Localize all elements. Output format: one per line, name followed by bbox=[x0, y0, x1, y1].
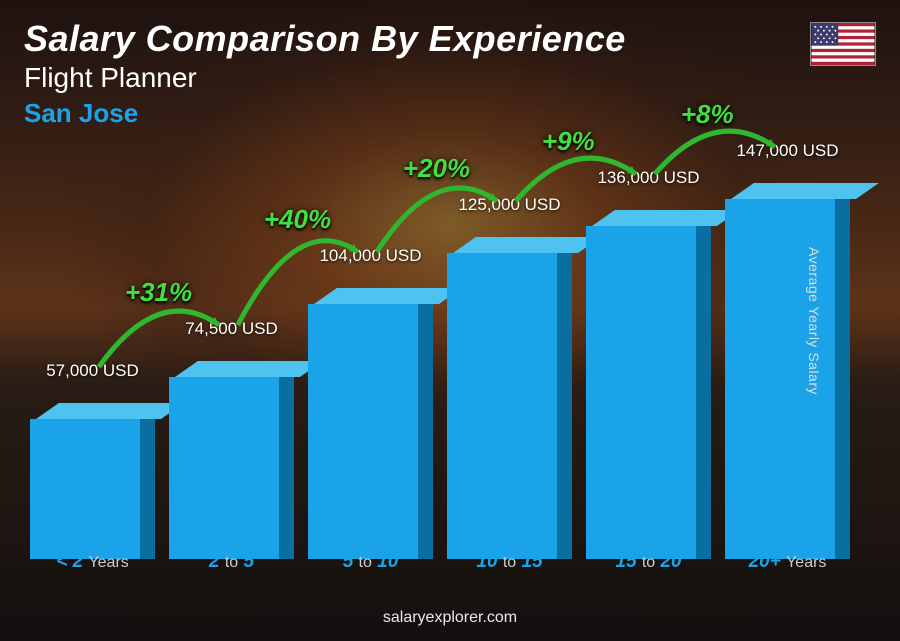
y-axis-label: Average Yearly Salary bbox=[806, 247, 822, 395]
growth-pct-label: +20% bbox=[403, 153, 470, 184]
x-axis-label: 5 to 10 bbox=[308, 551, 433, 573]
bar-value-label: 125,000 USD bbox=[458, 195, 560, 215]
bar bbox=[169, 361, 294, 543]
x-axis-label: 10 to 15 bbox=[447, 551, 572, 573]
chart-title: Salary Comparison By Experience bbox=[24, 18, 876, 60]
growth-pct-label: +8% bbox=[681, 99, 734, 130]
growth-pct-label: +31% bbox=[125, 277, 192, 308]
chart-location: San Jose bbox=[24, 98, 876, 129]
bar bbox=[725, 183, 850, 543]
chart-subtitle: Flight Planner bbox=[24, 62, 876, 94]
bar bbox=[447, 237, 572, 543]
bar bbox=[586, 210, 711, 543]
bar-value-label: 74,500 USD bbox=[185, 319, 278, 339]
bar-chart: 57,000 USD 74,500 USD 104,000 USD 125,00… bbox=[30, 143, 850, 573]
x-axis-label: 2 to 5 bbox=[169, 551, 294, 573]
bar-column: 147,000 USD bbox=[725, 183, 850, 543]
bar-column: 74,500 USD bbox=[169, 361, 294, 543]
bar-value-label: 57,000 USD bbox=[46, 361, 139, 381]
footer-attribution: salaryexplorer.com bbox=[0, 609, 900, 627]
bar-value-label: 136,000 USD bbox=[597, 168, 699, 188]
bar bbox=[30, 403, 155, 543]
bar-column: 136,000 USD bbox=[586, 210, 711, 543]
header: Salary Comparison By Experience Flight P… bbox=[24, 18, 876, 129]
bar bbox=[308, 288, 433, 543]
bar-column: 104,000 USD bbox=[308, 288, 433, 543]
bar-column: 57,000 USD bbox=[30, 403, 155, 543]
x-axis-label: 20+ Years bbox=[725, 551, 850, 573]
bar-column: 125,000 USD bbox=[447, 237, 572, 543]
x-axis-label: < 2 Years bbox=[30, 551, 155, 573]
bar-value-label: 104,000 USD bbox=[319, 246, 421, 266]
x-axis-label: 15 to 20 bbox=[586, 551, 711, 573]
growth-pct-label: +9% bbox=[542, 126, 595, 157]
flag-icon bbox=[810, 22, 876, 66]
growth-pct-label: +40% bbox=[264, 204, 331, 235]
bar-value-label: 147,000 USD bbox=[736, 141, 838, 161]
